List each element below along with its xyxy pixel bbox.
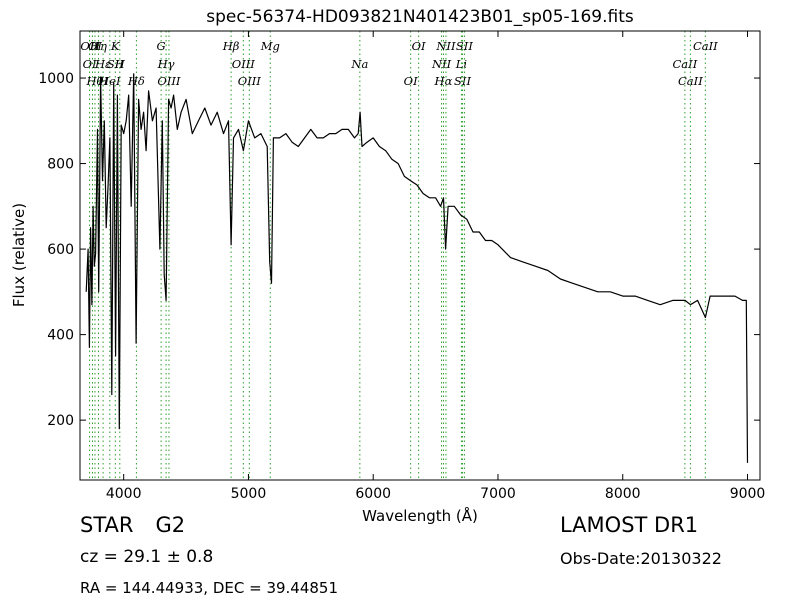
marker-label: CaII — [678, 74, 703, 88]
coordinates-readout: RA = 144.44933, DEC = 39.44851 — [80, 579, 339, 597]
chart-title: spec-56374-HD093821N401423B01_sp05-169.f… — [206, 7, 634, 27]
marker-label: HeI — [98, 74, 121, 88]
spectral-line-markers: OIIOIHθOIHηHεHHeIKSIIHHδGHγOIIIHβOIIIOII… — [80, 31, 718, 480]
y-tick-label: 1000 — [38, 71, 74, 87]
marker-label: Hβ — [222, 39, 240, 53]
object-classification: STAR G2 — [80, 513, 185, 537]
marker-label: NII — [435, 39, 456, 53]
marker-label: OIII — [157, 74, 181, 88]
marker-label: Li — [455, 57, 468, 71]
marker-label: Na — [350, 57, 368, 71]
x-tick-label: 4000 — [106, 486, 142, 502]
marker-label: CaII — [693, 39, 718, 53]
marker-label: K — [110, 39, 121, 53]
marker-label: Hε — [94, 57, 111, 71]
marker-label: OI — [404, 74, 418, 88]
marker-label: Hη — [89, 39, 107, 53]
marker-label: Hγ — [157, 57, 175, 71]
object-class: STAR — [80, 513, 134, 537]
survey-name: LAMOST DR1 — [560, 513, 699, 537]
x-tick-label: 7000 — [480, 486, 516, 502]
object-subclass: G2 — [155, 513, 186, 537]
marker-label: H — [114, 57, 126, 71]
x-axis-ticks: 4000 5000 6000 7000 8000 9000 — [106, 31, 765, 502]
y-tick-label: 400 — [47, 328, 74, 344]
x-tick-label: 8000 — [605, 486, 641, 502]
marker-label: OIII — [238, 74, 262, 88]
series-line-0 — [85, 73, 749, 463]
y-axis-ticks: 200 400 600 800 1000 — [38, 71, 760, 429]
x-axis-label: Wavelength (Å) — [362, 506, 478, 525]
marker-label: OI — [412, 39, 426, 53]
x-tick-label: 9000 — [730, 486, 766, 502]
marker-label: OIII — [232, 57, 256, 71]
marker-label: Hα — [434, 74, 453, 88]
y-tick-label: 200 — [47, 413, 74, 429]
marker-label: OI — [83, 57, 97, 71]
observation-date: Obs-Date:20130322 — [560, 549, 722, 568]
marker-label: Hδ — [127, 74, 145, 88]
y-tick-label: 600 — [47, 242, 74, 258]
y-axis-label: Flux (relative) — [10, 203, 28, 307]
flux-series — [85, 73, 749, 463]
marker-label: Mg — [260, 39, 280, 53]
marker-label: G — [157, 39, 166, 53]
marker-label: CaII — [673, 57, 698, 71]
marker-label: SII — [456, 39, 473, 53]
redshift-readout: cz = 29.1 ± 0.8 — [80, 547, 214, 567]
marker-label: Hθ — [85, 74, 103, 88]
marker-label: SII — [454, 74, 471, 88]
x-tick-label: 5000 — [231, 486, 267, 502]
y-tick-label: 800 — [47, 157, 74, 173]
x-tick-label: 6000 — [355, 486, 391, 502]
plot-frame — [79, 30, 761, 481]
marker-label: NII — [431, 57, 452, 71]
